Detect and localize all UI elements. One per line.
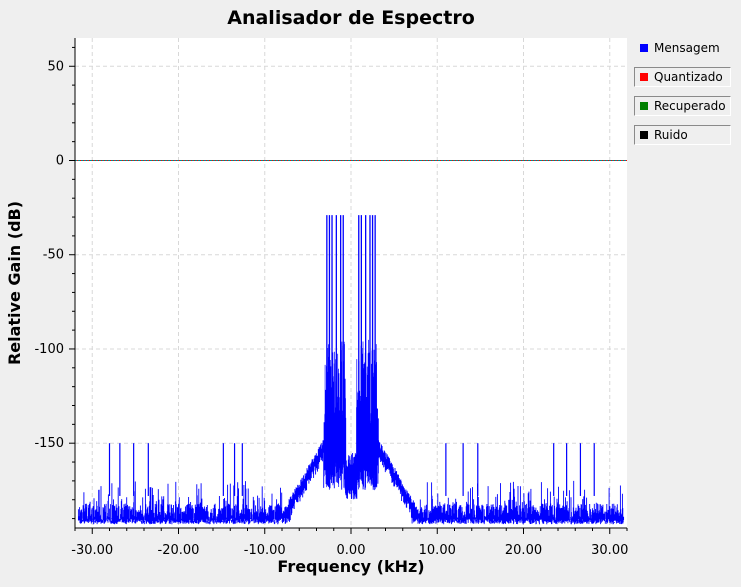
- x-tick-label: -10.00: [244, 543, 286, 558]
- legend: Mensagem Quantizado Recuperado Ruido: [634, 38, 731, 154]
- y-tick-label: -150: [34, 436, 64, 451]
- legend-swatch-mensagem: [640, 44, 648, 52]
- x-tick-label: -30.00: [71, 543, 113, 558]
- legend-label-quantizado: Quantizado: [654, 70, 723, 84]
- x-tick-label: 10.00: [419, 543, 456, 558]
- y-tick-label: -100: [34, 342, 64, 357]
- legend-item-recuperado[interactable]: Recuperado: [634, 96, 731, 116]
- y-tick-label: 50: [47, 59, 64, 74]
- y-tick-label: 0: [56, 154, 64, 169]
- y-axis-label: Relative Gain (dB): [5, 201, 24, 365]
- legend-label-ruido: Ruido: [654, 128, 688, 142]
- legend-item-ruido[interactable]: Ruido: [634, 125, 731, 145]
- legend-swatch-quantizado: [640, 73, 648, 81]
- x-tick-label: 0.00: [337, 543, 366, 558]
- chart-title: Analisador de Espectro: [227, 7, 475, 29]
- y-tick-label: -50: [43, 248, 64, 263]
- legend-label-recuperado: Recuperado: [654, 99, 726, 113]
- legend-label-mensagem: Mensagem: [654, 41, 720, 55]
- legend-swatch-recuperado: [640, 102, 648, 110]
- x-tick-label: 30.00: [591, 543, 628, 558]
- legend-swatch-ruido: [640, 131, 648, 139]
- x-tick-label: -20.00: [158, 543, 200, 558]
- legend-item-mensagem[interactable]: Mensagem: [634, 38, 731, 58]
- series-mensagem-trace: [77, 405, 625, 525]
- legend-item-quantizado[interactable]: Quantizado: [634, 67, 731, 87]
- x-tick-label: 20.00: [505, 543, 542, 558]
- x-axis-label: Frequency (kHz): [277, 557, 424, 576]
